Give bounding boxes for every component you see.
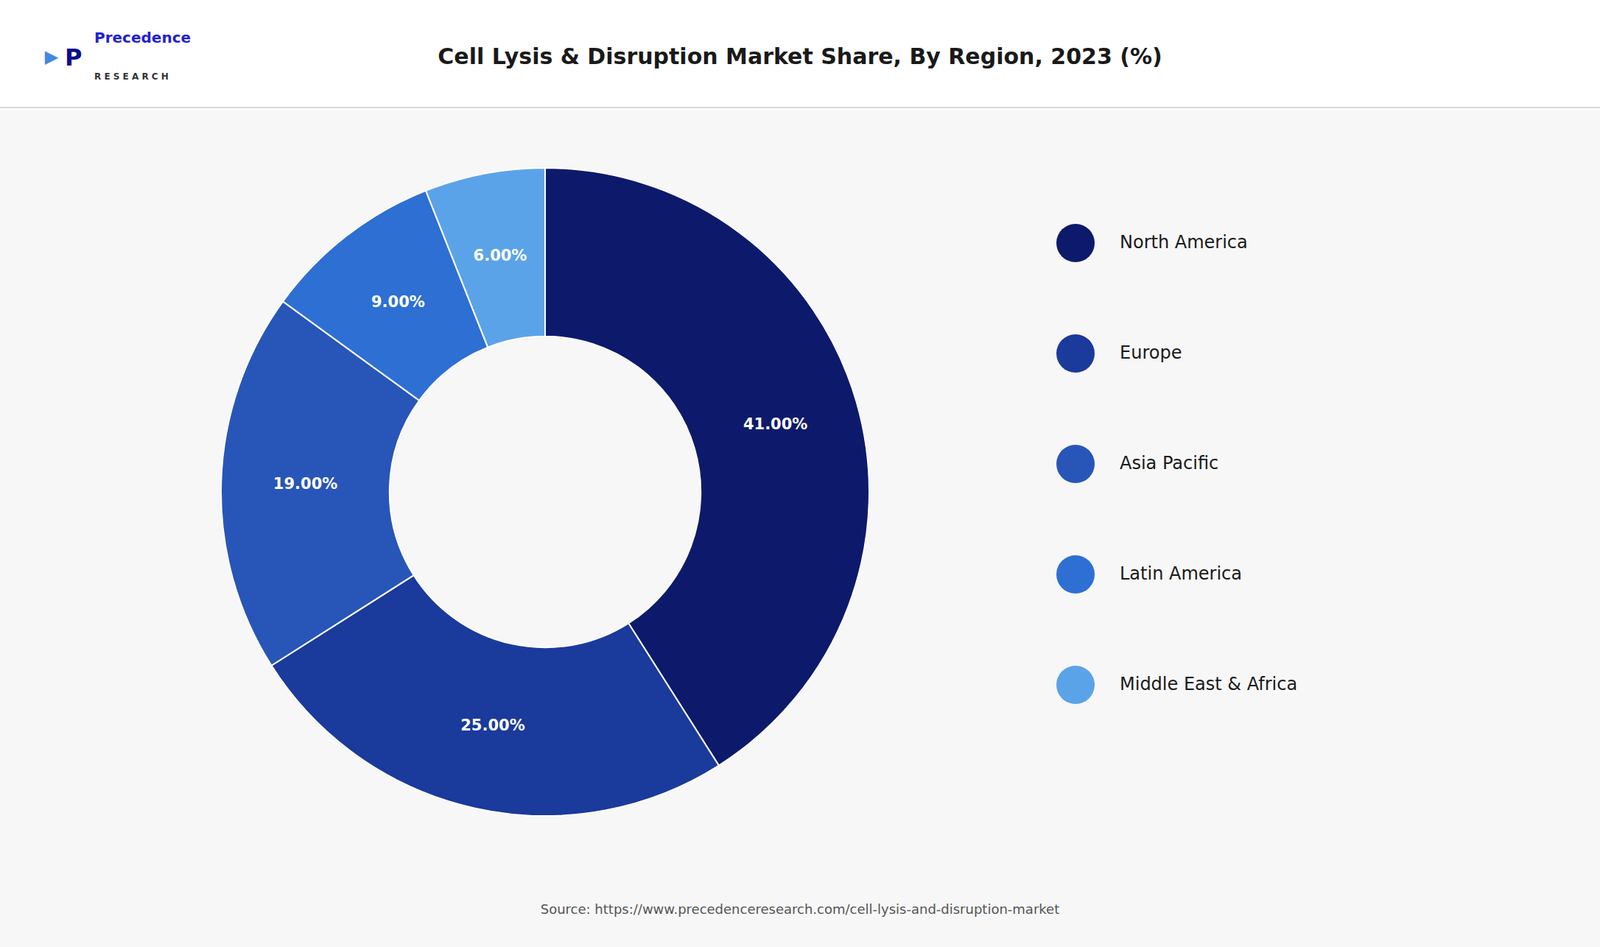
legend-swatch — [1056, 334, 1095, 373]
background — [0, 0, 1600, 947]
legend-entry: Middle East & Africa — [1119, 674, 1298, 695]
title: Cell Lysis & Disruption Market Share, By… — [437, 43, 1162, 70]
logo-text: P — [64, 43, 82, 72]
header — [0, 0, 1600, 111]
chart: Cell Lysis & Disruption Market Share, By… — [0, 0, 1600, 947]
legend-swatch — [1056, 665, 1095, 705]
data-label: 6.00% — [473, 246, 528, 265]
legend: North America Europe Asia Pacific Latin Ame… — [1056, 223, 1298, 705]
data-label: 19.00% — [273, 475, 338, 493]
header-separator — [0, 106, 1600, 109]
legend-entry: Europe — [1119, 342, 1182, 364]
legend-entry: North America — [1119, 232, 1248, 253]
legend-swatch — [1056, 223, 1095, 263]
legend-swatch — [1056, 444, 1095, 484]
data-label: 41.00% — [743, 415, 808, 434]
slice — [425, 167, 546, 348]
logo-text: R E S E A R C H — [94, 71, 169, 82]
data-labels: 41.00% 25.00% 19.00% 9.00% 6.00% — [273, 246, 809, 735]
logo-text: ▶ — [44, 46, 59, 68]
legend-entry: Asia Pacific — [1119, 453, 1219, 474]
data-label: 9.00% — [371, 293, 426, 311]
legend-entry: Latin America — [1119, 563, 1242, 585]
logo-text: Precedence — [94, 28, 191, 47]
source-text: Source: https://www.precedenceresearch.c… — [540, 901, 1060, 918]
data-label: 25.00% — [460, 716, 525, 735]
slices — [220, 167, 870, 817]
legend-swatch — [1056, 555, 1095, 594]
